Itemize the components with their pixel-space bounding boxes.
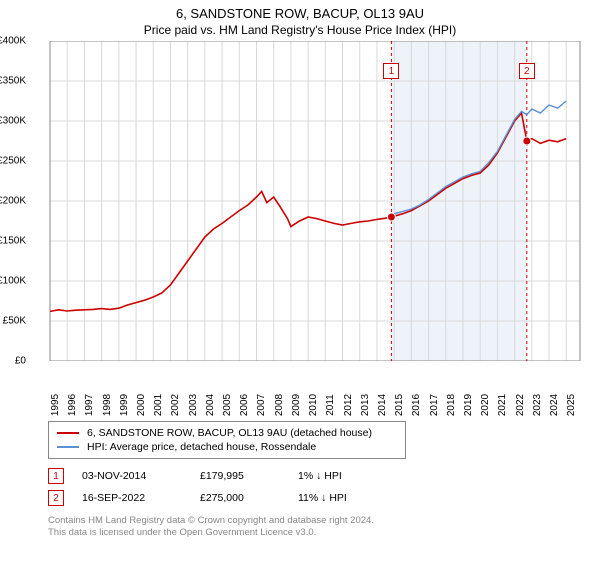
y-axis-label: £400K <box>0 36 26 47</box>
x-axis-label: 2000 <box>136 394 147 416</box>
x-axis-label: 2021 <box>497 394 508 416</box>
x-axis-label: 2003 <box>188 394 199 416</box>
x-axis-label: 1998 <box>102 394 113 416</box>
y-axis-label: £350K <box>0 76 26 87</box>
sale-marker-badge: 1 <box>383 63 399 79</box>
sale-price: £275,000 <box>200 492 280 504</box>
footnote-line: This data is licensed under the Open Gov… <box>48 527 600 539</box>
x-axis-label: 2005 <box>222 394 233 416</box>
sale-date: 16-SEP-2022 <box>82 492 182 504</box>
x-axis-label: 2022 <box>515 394 526 416</box>
x-axis-label: 1999 <box>119 394 130 416</box>
sale-number-badge: 2 <box>48 490 64 506</box>
x-axis-label: 2018 <box>446 394 457 416</box>
x-axis-label: 2019 <box>463 394 474 416</box>
x-axis-label: 1997 <box>84 394 95 416</box>
x-axis-label: 2024 <box>549 394 560 416</box>
x-axis-label: 2007 <box>256 394 267 416</box>
sale-row: 2 16-SEP-2022 £275,000 11% ↓ HPI <box>48 487 600 509</box>
page-subtitle: Price paid vs. HM Land Registry's House … <box>0 23 600 37</box>
x-axis-label: 2016 <box>411 394 422 416</box>
legend-item: 6, SANDSTONE ROW, BACUP, OL13 9AU (detac… <box>57 426 397 440</box>
y-axis-label: £200K <box>0 196 26 207</box>
sale-marker-badge: 2 <box>519 63 535 79</box>
y-axis-label: £0 <box>15 356 26 367</box>
y-axis-label: £50K <box>3 316 26 327</box>
sales-table: 1 03-NOV-2014 £179,995 1% ↓ HPI 2 16-SEP-2022… <box>48 465 600 509</box>
legend-label: HPI: Average price, detached house, Ross… <box>87 441 316 453</box>
legend-label: 6, SANDSTONE ROW, BACUP, OL13 9AU (detac… <box>87 427 372 439</box>
footnote-line: Contains HM Land Registry data © Crown c… <box>48 515 600 527</box>
sale-row: 1 03-NOV-2014 £179,995 1% ↓ HPI <box>48 465 600 487</box>
x-axis-label: 2015 <box>394 394 405 416</box>
y-axis-label: £100K <box>0 276 26 287</box>
sale-diff: 11% ↓ HPI <box>298 492 378 504</box>
footnote: Contains HM Land Registry data © Crown c… <box>48 515 600 540</box>
x-axis-label: 2011 <box>325 394 336 416</box>
x-axis-label: 1995 <box>50 394 61 416</box>
x-axis-label: 2009 <box>291 394 302 416</box>
legend-item: HPI: Average price, detached house, Ross… <box>57 440 397 454</box>
x-axis-label: 2025 <box>566 394 577 416</box>
line-chart <box>30 41 590 361</box>
y-axis-label: £300K <box>0 116 26 127</box>
page-title: 6, SANDSTONE ROW, BACUP, OL13 9AU <box>0 6 600 21</box>
legend: 6, SANDSTONE ROW, BACUP, OL13 9AU (detac… <box>48 421 406 459</box>
x-axis-label: 2020 <box>480 394 491 416</box>
sale-diff: 1% ↓ HPI <box>298 470 378 482</box>
x-axis-label: 1996 <box>67 394 78 416</box>
legend-swatch <box>57 432 79 434</box>
sale-price: £179,995 <box>200 470 280 482</box>
x-axis-label: 2013 <box>360 394 371 416</box>
x-axis-label: 2001 <box>153 394 164 416</box>
y-axis-label: £150K <box>0 236 26 247</box>
sale-number-badge: 1 <box>48 468 64 484</box>
x-axis-label: 2004 <box>205 394 216 416</box>
legend-swatch <box>57 446 79 448</box>
chart-area: £0£50K£100K£150K£200K£250K£300K£350K£400… <box>30 41 590 391</box>
y-axis-label: £250K <box>0 156 26 167</box>
x-axis-label: 2017 <box>429 394 440 416</box>
x-axis-label: 2023 <box>532 394 543 416</box>
x-axis-label: 2014 <box>377 394 388 416</box>
x-axis-label: 2002 <box>170 394 181 416</box>
x-axis-label: 2012 <box>343 394 354 416</box>
sale-date: 03-NOV-2014 <box>82 470 182 482</box>
x-axis-label: 2008 <box>274 394 285 416</box>
x-axis-label: 2006 <box>239 394 250 416</box>
x-axis-label: 2010 <box>308 394 319 416</box>
